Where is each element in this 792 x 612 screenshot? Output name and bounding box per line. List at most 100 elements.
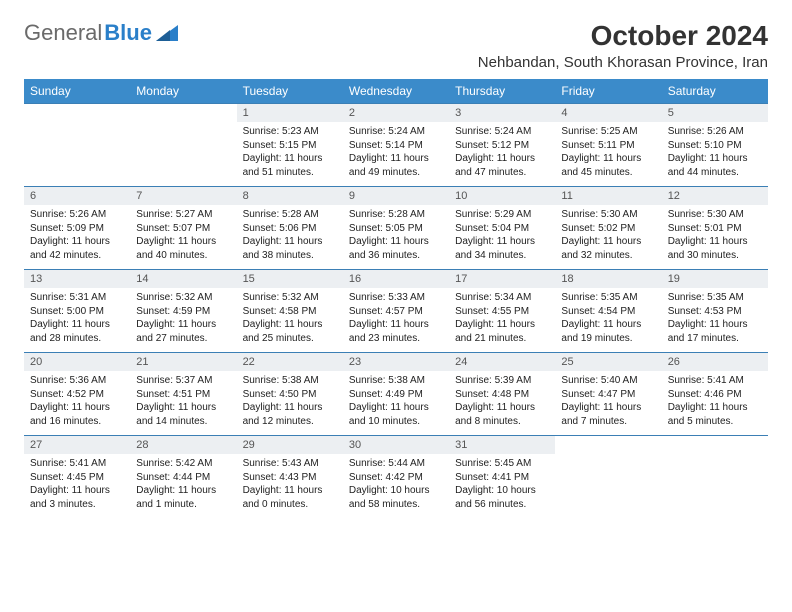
logo-text-gray: General <box>24 20 102 46</box>
calendar-week-row: 6Sunrise: 5:26 AMSunset: 5:09 PMDaylight… <box>24 187 768 270</box>
sunset-text: Sunset: 5:00 PM <box>30 305 124 319</box>
daylight-text: Daylight: 11 hours and 19 minutes. <box>561 318 655 345</box>
day-details: Sunrise: 5:31 AMSunset: 5:00 PMDaylight:… <box>24 288 130 348</box>
day-details <box>662 456 768 462</box>
day-number: 1 <box>237 104 343 122</box>
calendar-day-cell: 9Sunrise: 5:28 AMSunset: 5:05 PMDaylight… <box>343 187 449 270</box>
day-details: Sunrise: 5:26 AMSunset: 5:09 PMDaylight:… <box>24 205 130 265</box>
day-details: Sunrise: 5:29 AMSunset: 5:04 PMDaylight:… <box>449 205 555 265</box>
calendar-day-cell: 6Sunrise: 5:26 AMSunset: 5:09 PMDaylight… <box>24 187 130 270</box>
sunrise-text: Sunrise: 5:24 AM <box>349 125 443 139</box>
sunset-text: Sunset: 5:02 PM <box>561 222 655 236</box>
day-number: 28 <box>130 436 236 454</box>
calendar-day-cell <box>555 436 661 519</box>
day-details: Sunrise: 5:33 AMSunset: 4:57 PMDaylight:… <box>343 288 449 348</box>
sunrise-text: Sunrise: 5:30 AM <box>561 208 655 222</box>
day-number: 10 <box>449 187 555 205</box>
day-number: 31 <box>449 436 555 454</box>
calendar-day-cell: 22Sunrise: 5:38 AMSunset: 4:50 PMDayligh… <box>237 353 343 436</box>
daylight-text: Daylight: 10 hours and 56 minutes. <box>455 484 549 511</box>
day-details: Sunrise: 5:32 AMSunset: 4:58 PMDaylight:… <box>237 288 343 348</box>
sunset-text: Sunset: 4:52 PM <box>30 388 124 402</box>
sunrise-text: Sunrise: 5:32 AM <box>136 291 230 305</box>
day-details <box>555 456 661 462</box>
calendar-day-cell: 29Sunrise: 5:43 AMSunset: 4:43 PMDayligh… <box>237 436 343 519</box>
sunset-text: Sunset: 4:44 PM <box>136 471 230 485</box>
day-number: 6 <box>24 187 130 205</box>
day-details: Sunrise: 5:37 AMSunset: 4:51 PMDaylight:… <box>130 371 236 431</box>
calendar-day-cell: 15Sunrise: 5:32 AMSunset: 4:58 PMDayligh… <box>237 270 343 353</box>
sunrise-text: Sunrise: 5:36 AM <box>30 374 124 388</box>
sunrise-text: Sunrise: 5:26 AM <box>668 125 762 139</box>
sunset-text: Sunset: 4:45 PM <box>30 471 124 485</box>
calendar-day-cell: 4Sunrise: 5:25 AMSunset: 5:11 PMDaylight… <box>555 104 661 187</box>
location-text: Nehbandan, South Khorasan Province, Iran <box>478 54 768 71</box>
sunset-text: Sunset: 4:48 PM <box>455 388 549 402</box>
sunset-text: Sunset: 5:14 PM <box>349 139 443 153</box>
day-details: Sunrise: 5:28 AMSunset: 5:06 PMDaylight:… <box>237 205 343 265</box>
calendar-day-cell: 5Sunrise: 5:26 AMSunset: 5:10 PMDaylight… <box>662 104 768 187</box>
day-number: 30 <box>343 436 449 454</box>
day-details: Sunrise: 5:41 AMSunset: 4:46 PMDaylight:… <box>662 371 768 431</box>
sunrise-text: Sunrise: 5:32 AM <box>243 291 337 305</box>
daylight-text: Daylight: 11 hours and 3 minutes. <box>30 484 124 511</box>
day-number: 7 <box>130 187 236 205</box>
sunrise-text: Sunrise: 5:30 AM <box>668 208 762 222</box>
day-number: 8 <box>237 187 343 205</box>
logo-text-blue: Blue <box>104 20 152 46</box>
calendar-day-cell: 12Sunrise: 5:30 AMSunset: 5:01 PMDayligh… <box>662 187 768 270</box>
sunrise-text: Sunrise: 5:33 AM <box>349 291 443 305</box>
calendar-day-cell: 18Sunrise: 5:35 AMSunset: 4:54 PMDayligh… <box>555 270 661 353</box>
day-number: 27 <box>24 436 130 454</box>
day-number: 26 <box>662 353 768 371</box>
sunrise-text: Sunrise: 5:24 AM <box>455 125 549 139</box>
day-number: 12 <box>662 187 768 205</box>
daylight-text: Daylight: 11 hours and 0 minutes. <box>243 484 337 511</box>
day-details: Sunrise: 5:43 AMSunset: 4:43 PMDaylight:… <box>237 454 343 514</box>
sunset-text: Sunset: 4:57 PM <box>349 305 443 319</box>
sunrise-text: Sunrise: 5:35 AM <box>668 291 762 305</box>
daylight-text: Daylight: 11 hours and 16 minutes. <box>30 401 124 428</box>
calendar-day-cell: 14Sunrise: 5:32 AMSunset: 4:59 PMDayligh… <box>130 270 236 353</box>
day-number: 22 <box>237 353 343 371</box>
day-details: Sunrise: 5:26 AMSunset: 5:10 PMDaylight:… <box>662 122 768 182</box>
daylight-text: Daylight: 11 hours and 21 minutes. <box>455 318 549 345</box>
daylight-text: Daylight: 11 hours and 28 minutes. <box>30 318 124 345</box>
sunset-text: Sunset: 4:53 PM <box>668 305 762 319</box>
calendar-day-cell: 27Sunrise: 5:41 AMSunset: 4:45 PMDayligh… <box>24 436 130 519</box>
day-number: 15 <box>237 270 343 288</box>
day-details: Sunrise: 5:23 AMSunset: 5:15 PMDaylight:… <box>237 122 343 182</box>
day-details: Sunrise: 5:28 AMSunset: 5:05 PMDaylight:… <box>343 205 449 265</box>
daylight-text: Daylight: 11 hours and 12 minutes. <box>243 401 337 428</box>
calendar-day-cell: 21Sunrise: 5:37 AMSunset: 4:51 PMDayligh… <box>130 353 236 436</box>
sunset-text: Sunset: 4:50 PM <box>243 388 337 402</box>
sunrise-text: Sunrise: 5:44 AM <box>349 457 443 471</box>
day-details <box>24 124 130 130</box>
calendar-day-cell: 30Sunrise: 5:44 AMSunset: 4:42 PMDayligh… <box>343 436 449 519</box>
weekday-header: Tuesday <box>237 79 343 104</box>
sunset-text: Sunset: 4:54 PM <box>561 305 655 319</box>
day-details: Sunrise: 5:41 AMSunset: 4:45 PMDaylight:… <box>24 454 130 514</box>
daylight-text: Daylight: 11 hours and 17 minutes. <box>668 318 762 345</box>
logo: GeneralBlue <box>24 20 178 46</box>
sunrise-text: Sunrise: 5:29 AM <box>455 208 549 222</box>
sunrise-text: Sunrise: 5:41 AM <box>668 374 762 388</box>
sunrise-text: Sunrise: 5:37 AM <box>136 374 230 388</box>
day-details: Sunrise: 5:35 AMSunset: 4:53 PMDaylight:… <box>662 288 768 348</box>
calendar-day-cell: 23Sunrise: 5:38 AMSunset: 4:49 PMDayligh… <box>343 353 449 436</box>
calendar-week-row: 20Sunrise: 5:36 AMSunset: 4:52 PMDayligh… <box>24 353 768 436</box>
sunset-text: Sunset: 4:59 PM <box>136 305 230 319</box>
calendar-day-cell: 31Sunrise: 5:45 AMSunset: 4:41 PMDayligh… <box>449 436 555 519</box>
day-number: 3 <box>449 104 555 122</box>
daylight-text: Daylight: 11 hours and 34 minutes. <box>455 235 549 262</box>
calendar-day-cell: 28Sunrise: 5:42 AMSunset: 4:44 PMDayligh… <box>130 436 236 519</box>
weekday-header: Friday <box>555 79 661 104</box>
daylight-text: Daylight: 11 hours and 47 minutes. <box>455 152 549 179</box>
day-number: 9 <box>343 187 449 205</box>
day-number: 11 <box>555 187 661 205</box>
sunset-text: Sunset: 4:47 PM <box>561 388 655 402</box>
sunrise-text: Sunrise: 5:39 AM <box>455 374 549 388</box>
title-block: October 2024 Nehbandan, South Khorasan P… <box>478 20 768 71</box>
calendar-day-cell: 11Sunrise: 5:30 AMSunset: 5:02 PMDayligh… <box>555 187 661 270</box>
daylight-text: Daylight: 11 hours and 10 minutes. <box>349 401 443 428</box>
